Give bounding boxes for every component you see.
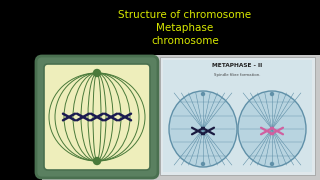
Circle shape <box>202 93 204 96</box>
Bar <box>163 60 312 172</box>
FancyBboxPatch shape <box>36 56 158 178</box>
Text: chromosome: chromosome <box>151 36 219 46</box>
Bar <box>0 0 42 180</box>
Circle shape <box>270 93 274 96</box>
Ellipse shape <box>238 91 306 167</box>
Bar <box>42 55 320 180</box>
Circle shape <box>270 163 274 165</box>
Text: Spindle fibre formation.: Spindle fibre formation. <box>214 73 261 77</box>
Circle shape <box>202 163 204 165</box>
Circle shape <box>93 158 100 165</box>
Ellipse shape <box>169 91 237 167</box>
FancyBboxPatch shape <box>44 64 150 170</box>
Text: Structure of chromosome: Structure of chromosome <box>118 10 252 20</box>
Bar <box>160 57 315 175</box>
Text: METAPHASE - II: METAPHASE - II <box>212 63 263 68</box>
Circle shape <box>93 69 100 76</box>
Text: Metaphase: Metaphase <box>156 23 214 33</box>
Bar <box>0 0 320 55</box>
